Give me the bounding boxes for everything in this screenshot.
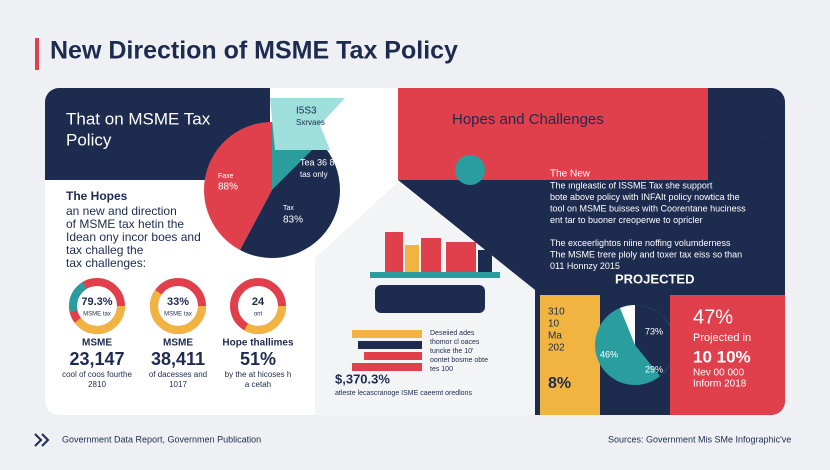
label: tool on MSME buisses with Coorentane huc… (550, 203, 746, 213)
ring-label: MSME tax (83, 312, 111, 318)
amount: $,370.3% (335, 371, 390, 386)
pie-banner (270, 98, 345, 150)
stat-label: Hope thallimes (222, 338, 294, 349)
label: bote above policy with INFAIt policy now… (550, 192, 740, 202)
stat-note: 1017 (169, 380, 187, 389)
stat-value: 38,411 (151, 349, 205, 369)
label: The exceerlightos niine noffing volumder… (550, 238, 731, 248)
title-accent (35, 38, 39, 70)
stat-value: 47% (693, 306, 733, 328)
stat-label: MSME (82, 338, 112, 349)
stat-note: a cetah (245, 380, 271, 389)
ring (230, 278, 286, 334)
logo-icon (749, 101, 771, 123)
stat-note: by the at hicoses h (225, 370, 292, 379)
logo: MSME (745, 129, 775, 140)
page-title: New Direction of MSME Tax Policy (50, 37, 458, 65)
pie-slice (240, 190, 340, 258)
label: 10 (548, 319, 560, 330)
ring (69, 278, 125, 334)
label: tax challeg the (66, 243, 144, 257)
footer-text: Sources: Government Mis SMe Infographic'… (608, 434, 791, 444)
ring-label: MSME tax (164, 312, 192, 318)
stat-value: 51% (240, 349, 276, 369)
section-heading: That on MSME Tax (66, 109, 211, 128)
stat-note: 2810 (88, 380, 106, 389)
right-pie-slice (620, 305, 635, 345)
chart-icon (455, 155, 485, 185)
label: 011 Honnzy 2015 (550, 261, 620, 271)
stat-value: 10 10% (693, 347, 751, 366)
ring-label: 79.3% (81, 296, 112, 308)
label: an new and direction (66, 204, 177, 218)
label: atleste lecascranoge ISME caeemt oredlon… (335, 390, 472, 397)
red-box (670, 295, 785, 415)
label: Deseiied ades (430, 330, 475, 337)
label: 29% (645, 364, 663, 374)
section-heading: PROJECTED (615, 271, 694, 286)
footer-text: Government Data Report, Governmen Public… (62, 434, 261, 444)
stat-value: 8% (548, 375, 571, 392)
label: ent tar to buoner creoperwe to opricler (550, 215, 703, 225)
ring-label: 24 (252, 296, 265, 308)
label: of MSME tax hetin the (66, 217, 184, 231)
building (385, 232, 403, 272)
section-heading: The Hopes (66, 189, 128, 203)
label: thomor cl oaces (430, 339, 480, 346)
section-heading: The New (550, 169, 591, 180)
ring (150, 278, 206, 334)
yellow-box (540, 295, 600, 415)
label: Nev 00 000 (693, 368, 745, 379)
logo: FDR TRODS (745, 147, 775, 153)
label: tuncke the 10' (430, 348, 473, 355)
ground (370, 272, 500, 278)
label: 310 (548, 307, 565, 318)
bar-deco (352, 330, 422, 338)
ring-label: ont (254, 312, 263, 318)
pie-slice (204, 122, 272, 250)
label: 83% (283, 215, 303, 226)
ring-label: 33% (167, 296, 189, 308)
stat-note: cool of coos fourthe (62, 370, 132, 379)
label: 46% (600, 349, 618, 359)
label: tas only (300, 170, 328, 179)
label: Ma (548, 331, 562, 342)
label: Sxrvaes (296, 118, 325, 127)
label: tax challenges: (66, 256, 146, 270)
building (405, 245, 419, 272)
building (421, 238, 441, 272)
footer-icon (34, 433, 50, 447)
people (375, 285, 485, 313)
right-pie-slice (635, 305, 675, 376)
label: Inform 2018 (693, 379, 747, 390)
label: Idean ony incor boes and (66, 230, 201, 244)
label: tes 100 (430, 366, 453, 373)
label: 73% (645, 326, 663, 336)
stat-value: 23,147 (69, 349, 124, 369)
bar-deco (364, 352, 422, 360)
label: I5S3 (296, 106, 317, 117)
buildings (370, 155, 500, 313)
label: Tax (283, 205, 294, 212)
stat-note: of dacesses and (149, 370, 207, 379)
label: The MSME trere ploly and toxer tax eiss … (550, 249, 742, 259)
label: The ıngleastic of ISSME Tax she support (550, 180, 713, 190)
red-header (398, 88, 708, 180)
bar-deco (358, 341, 422, 349)
building (478, 250, 492, 272)
label: Faxe (218, 173, 234, 180)
stat-label: MSME (163, 338, 193, 349)
label: 202 (548, 343, 565, 354)
bar-deco (352, 363, 422, 371)
ring (69, 278, 125, 334)
section-heading: Hopes and Challenges (452, 111, 604, 128)
label: oontet bosme obte (430, 357, 488, 364)
section-heading: Policy (66, 130, 112, 149)
building (446, 242, 476, 272)
label: Projected in (693, 332, 751, 344)
label: Tea 36 800 (300, 157, 345, 167)
label: 88% (218, 182, 238, 193)
logo: Qutsatlo Tao (746, 141, 774, 147)
